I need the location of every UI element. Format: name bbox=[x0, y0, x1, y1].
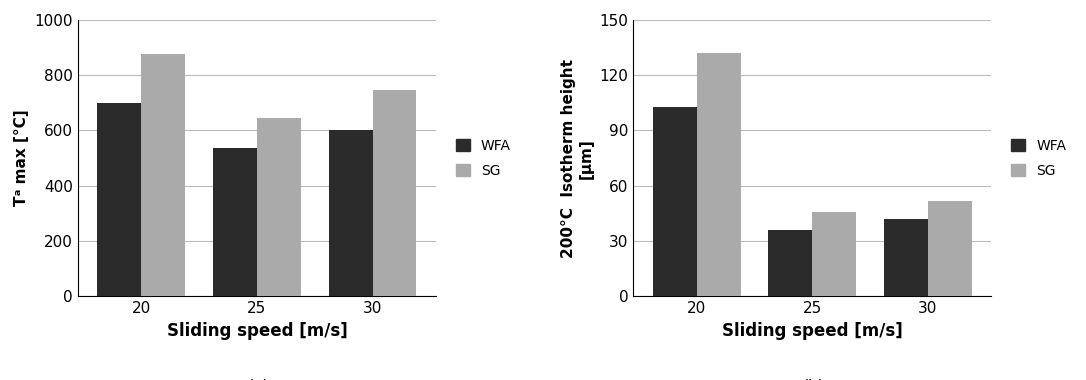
Y-axis label: Tᵃ max [°C]: Tᵃ max [°C] bbox=[14, 110, 29, 206]
Bar bbox=[213, 149, 257, 296]
X-axis label: Sliding speed [m/s]: Sliding speed [m/s] bbox=[722, 322, 902, 340]
Bar bbox=[141, 54, 186, 296]
Legend: WFA, SG: WFA, SG bbox=[451, 133, 516, 183]
Text: (b): (b) bbox=[800, 379, 824, 380]
Bar bbox=[884, 219, 927, 296]
Bar bbox=[372, 90, 416, 296]
Legend: WFA, SG: WFA, SG bbox=[1006, 133, 1072, 183]
Bar bbox=[98, 103, 141, 296]
X-axis label: Sliding speed [m/s]: Sliding speed [m/s] bbox=[166, 322, 348, 340]
Text: (a): (a) bbox=[245, 379, 268, 380]
Bar bbox=[812, 212, 856, 296]
Bar bbox=[329, 130, 372, 296]
Bar bbox=[697, 53, 741, 296]
Bar bbox=[257, 118, 301, 296]
Bar bbox=[769, 230, 812, 296]
Bar bbox=[927, 201, 972, 296]
Y-axis label: 200°C  Isotherm height
[μm]: 200°C Isotherm height [μm] bbox=[561, 59, 594, 258]
Bar bbox=[653, 106, 697, 296]
